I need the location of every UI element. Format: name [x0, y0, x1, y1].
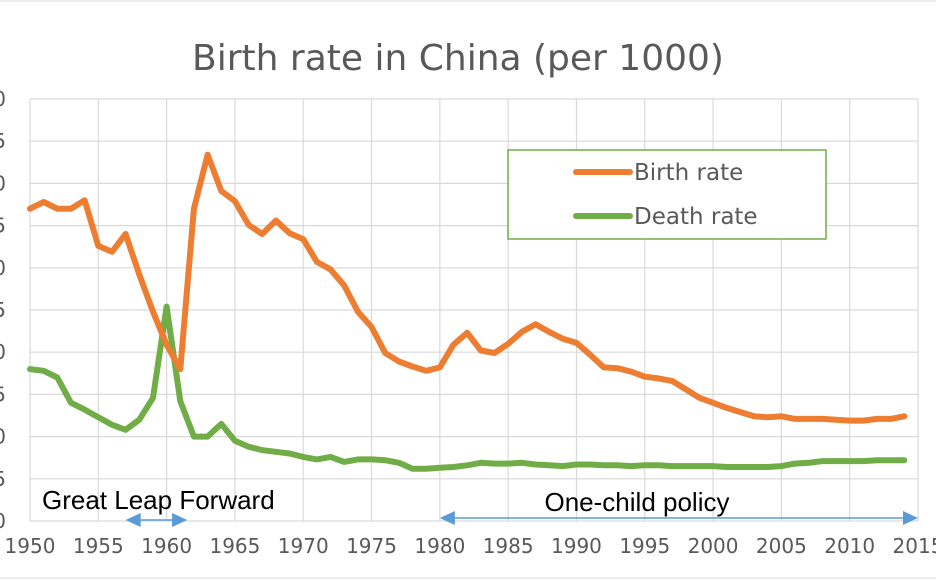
x-tick-label: 1985: [483, 534, 534, 558]
y-tick-labels: 0 5 10 15 20 25 30 35 40 45 50: [0, 87, 6, 533]
y-tick-label: 30: [0, 256, 6, 280]
x-tick-label: 1995: [619, 534, 670, 558]
legend-label-birth: Birth rate: [634, 160, 743, 186]
annotation-great-leap-arrowhead-right: [172, 513, 188, 527]
y-tick-label: 5: [0, 467, 6, 491]
annotation-one-child-arrowhead-left: [439, 511, 455, 525]
x-tick-label: 2015: [893, 534, 936, 558]
birth-rate-line: [27, 151, 908, 424]
annotation-great-leap-label: Great Leap Forward: [42, 485, 275, 515]
death-rate-line: [27, 303, 908, 472]
x-tick-label: 1950: [5, 534, 56, 558]
y-tick-label: 40: [0, 171, 6, 195]
y-tick-label: 15: [0, 382, 6, 406]
x-tick-label: 1965: [209, 534, 260, 558]
y-tick-label: 25: [0, 298, 6, 322]
x-tick-label: 1970: [278, 534, 329, 558]
series-layer: [27, 151, 908, 472]
legend-label-death: Death rate: [634, 204, 758, 230]
x-tick-label: 2010: [824, 534, 875, 558]
x-tick-label: 1980: [414, 534, 465, 558]
y-tick-label: 10: [0, 425, 6, 449]
x-tick-label: 1955: [73, 534, 124, 558]
y-tick-label: 0: [0, 509, 6, 533]
chart-title: Birth rate in China (per 1000): [192, 38, 724, 79]
annotation-one-child: One-child policy: [439, 487, 918, 525]
x-tick-labels: 1950 1955 1960 1965 1970 1975 1980 1985 1990 1995…: [5, 534, 936, 558]
x-tick-label: 1960: [141, 534, 192, 558]
x-tick-label: 1990: [551, 534, 602, 558]
annotation-one-child-label: One-child policy: [545, 487, 730, 517]
x-tick-label: 2000: [688, 534, 739, 558]
y-tick-label: 45: [0, 129, 6, 153]
y-tick-label: 20: [0, 340, 6, 364]
x-tick-label: 2005: [756, 534, 807, 558]
legend-box: [507, 149, 827, 240]
y-tick-label: 50: [0, 87, 6, 111]
annotation-great-leap: Great Leap Forward: [42, 485, 275, 527]
legend: Birth rate Death rate: [507, 149, 827, 240]
y-tick-label: 35: [0, 214, 6, 238]
x-tick-label: 1975: [346, 534, 397, 558]
annotation-one-child-arrowhead-right: [903, 511, 918, 525]
annotation-great-leap-arrowhead-left: [125, 513, 141, 527]
